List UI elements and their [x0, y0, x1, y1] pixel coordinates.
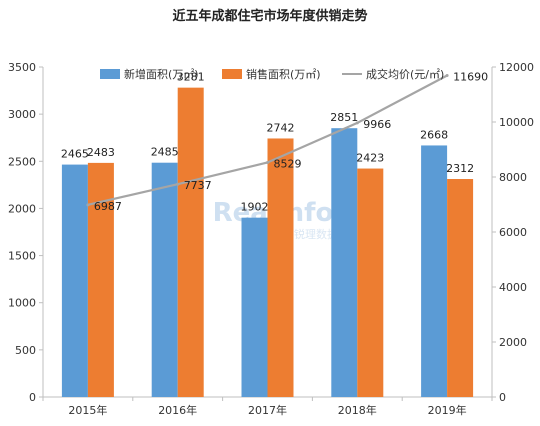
price-value-label: 11690 — [453, 71, 488, 84]
y-tick-right-label: 8000 — [499, 171, 527, 184]
bar-value-label: 2312 — [446, 162, 474, 175]
axes: 0 500 1000 1500 2000 2500 3000 3500 0 2000 4000 600… — [8, 61, 534, 417]
y-tick-left-label: 0 — [29, 391, 36, 404]
price-point — [86, 203, 90, 207]
bar-value-label: 2483 — [87, 146, 115, 159]
x-tick-label: 2017年 — [248, 403, 287, 417]
y-tick-left-label: 3500 — [8, 61, 36, 74]
watermark-subtext: 锐理数据 — [294, 227, 338, 241]
legend-label: 销售面积(万㎡) — [246, 67, 321, 81]
bar-value-label: 2668 — [420, 128, 448, 141]
y-tick-right-label: 10000 — [499, 116, 534, 129]
legend-label: 成交均价(元/㎡) — [366, 67, 444, 81]
y-tick-left-label: 2500 — [8, 155, 36, 168]
bar-new-area — [241, 217, 268, 397]
y-tick-left-label: 2000 — [8, 202, 36, 215]
bar-sold-area — [267, 138, 294, 397]
legend: 新增面积(万㎡) 销售面积(万㎡) 成交均价(元/㎡) — [100, 67, 444, 81]
legend-swatch — [222, 69, 242, 79]
price-value-label: 8529 — [274, 157, 302, 170]
price-line — [86, 74, 449, 207]
price-value-label: 6987 — [94, 200, 122, 213]
y-tick-left-label: 3000 — [8, 108, 36, 121]
price-point — [355, 121, 359, 125]
price-value-label: 9966 — [363, 118, 391, 131]
price-value-label: 7737 — [184, 179, 212, 192]
price-point — [445, 74, 449, 78]
bar-sold-area — [177, 87, 204, 398]
bar-value-label: 2742 — [267, 121, 295, 134]
bar-value-label: 2851 — [330, 111, 358, 124]
bar-sold-area — [447, 179, 474, 397]
price-point — [176, 182, 180, 186]
bar-new-area — [421, 145, 448, 397]
bar-value-label: 2485 — [151, 146, 179, 159]
bar-sold-area — [87, 162, 114, 397]
legend-label: 新增面积(万㎡) — [124, 67, 199, 81]
x-tick-label: 2016年 — [158, 403, 197, 417]
bars — [61, 87, 474, 398]
bar-new-area — [151, 162, 178, 397]
x-tick-label: 2019年 — [428, 403, 467, 417]
y-tick-right-label: 0 — [499, 391, 506, 404]
y-tick-left-label: 500 — [15, 344, 36, 357]
y-tick-left-label: 1500 — [8, 250, 36, 263]
bar-value-label: 3281 — [177, 71, 205, 84]
bar-value-label: 2423 — [356, 152, 384, 165]
x-tick-label: 2018年 — [338, 403, 377, 417]
y-tick-right-label: 2000 — [499, 336, 527, 349]
bar-new-area — [331, 128, 358, 398]
bar-value-label: 2465 — [61, 148, 89, 161]
bar-new-area — [61, 164, 88, 397]
price-point — [266, 160, 269, 164]
chart-title: 近五年成都住宅市场年度供销走势 — [172, 8, 367, 24]
y-tick-left-label: 1000 — [8, 297, 36, 310]
x-tick-label: 2015年 — [68, 403, 107, 417]
y-tick-right-label: 6000 — [499, 226, 527, 239]
bar-sold-area — [357, 168, 384, 397]
legend-swatch — [100, 69, 120, 79]
y-tick-right-label: 12000 — [499, 61, 534, 74]
bar-value-label: 1902 — [241, 201, 269, 214]
y-tick-right-label: 4000 — [499, 281, 527, 294]
